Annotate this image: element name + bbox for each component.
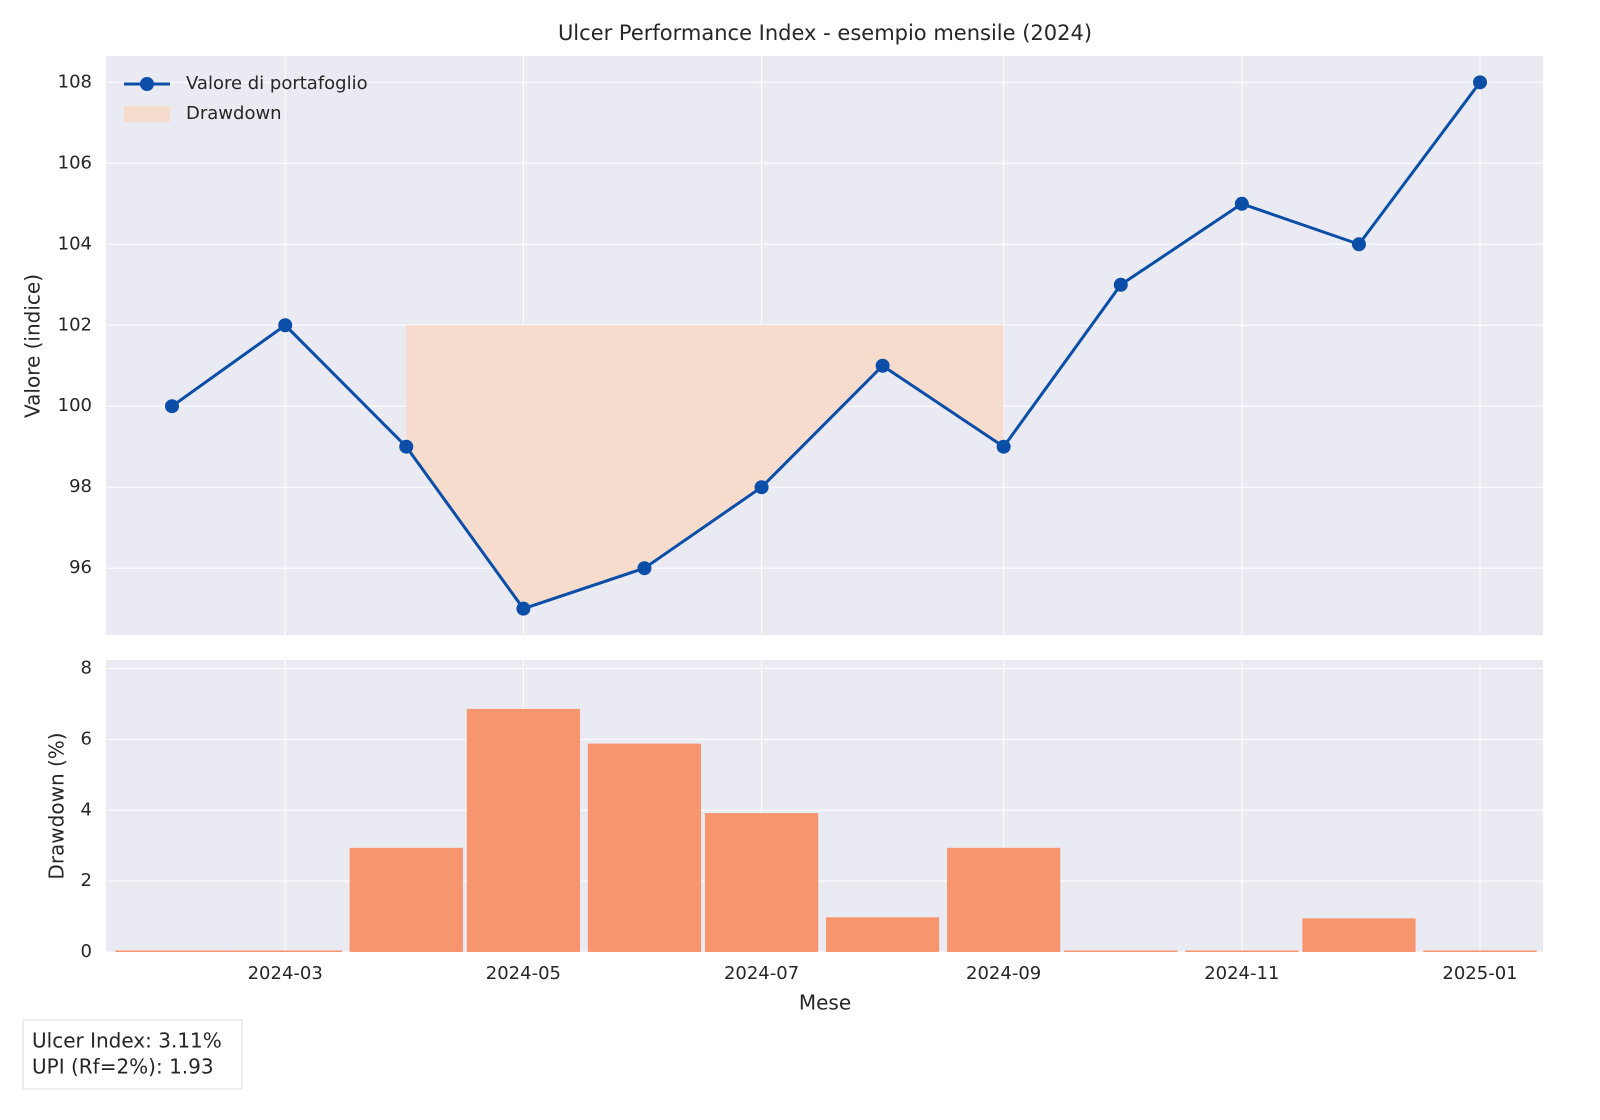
- x-tick-label: 2024-05: [486, 963, 561, 984]
- bar: [1302, 918, 1416, 952]
- legend-patch: [124, 106, 170, 122]
- legend-label: Drawdown: [186, 103, 282, 124]
- annotation-box: [22, 1019, 243, 1090]
- annotation: UPI (Rf=2%): 1.93: [32, 1055, 214, 1079]
- point: [278, 318, 293, 333]
- point: [637, 561, 652, 576]
- annotation: Ulcer Index: 3.11%: [32, 1029, 222, 1053]
- bar: [1064, 950, 1178, 952]
- y-tick-label: 4: [81, 799, 92, 820]
- x-axis-label: Mese: [799, 991, 851, 1015]
- bar: [1185, 950, 1299, 952]
- x-tick-label: 2024-07: [724, 963, 799, 984]
- bar: [115, 950, 229, 952]
- point: [516, 601, 531, 616]
- bar: [349, 847, 463, 952]
- point: [875, 358, 890, 373]
- drawdown-area: [406, 325, 1004, 609]
- x-tick-label: 2025-01: [1442, 963, 1517, 984]
- x-tick-label: 2024-03: [248, 963, 323, 984]
- point: [1234, 196, 1249, 211]
- y-tick-label: 104: [58, 233, 92, 254]
- chart-title: Ulcer Performance Index - esempio mensil…: [558, 21, 1092, 45]
- y-tick-label: 96: [69, 557, 92, 578]
- bar: [1423, 950, 1537, 952]
- y-tick-label: 6: [81, 728, 92, 749]
- x-tick-label: 2024-09: [966, 963, 1041, 984]
- bar: [826, 917, 940, 952]
- bar: [228, 950, 342, 952]
- y-tick-label: 98: [69, 476, 92, 497]
- point: [996, 439, 1011, 454]
- y-tick-label: 100: [58, 395, 92, 416]
- point: [399, 439, 414, 454]
- y-tick-label: 102: [58, 314, 92, 335]
- point: [1473, 75, 1487, 90]
- bar: [587, 743, 702, 952]
- y-axis-label: Valore (indice): [21, 274, 45, 418]
- y-axis-label: Drawdown (%): [45, 732, 69, 879]
- point: [754, 480, 769, 495]
- y-tick-label: 108: [58, 71, 92, 92]
- y-tick-label: 8: [81, 658, 92, 679]
- line: [171, 81, 1482, 611]
- legend-label: Valore di portafoglio: [186, 73, 368, 94]
- y-tick-label: 0: [81, 941, 92, 962]
- bar: [704, 813, 819, 952]
- plot-area: [106, 660, 1543, 952]
- point: [1351, 237, 1366, 252]
- y-tick-label: 2: [81, 870, 92, 891]
- point: [165, 399, 179, 414]
- y-tick-label: 106: [58, 152, 92, 173]
- x-tick-label: 2024-11: [1204, 963, 1279, 984]
- point: [1113, 277, 1128, 292]
- legend-marker: [140, 77, 154, 91]
- bar: [947, 847, 1061, 952]
- bar: [466, 708, 581, 952]
